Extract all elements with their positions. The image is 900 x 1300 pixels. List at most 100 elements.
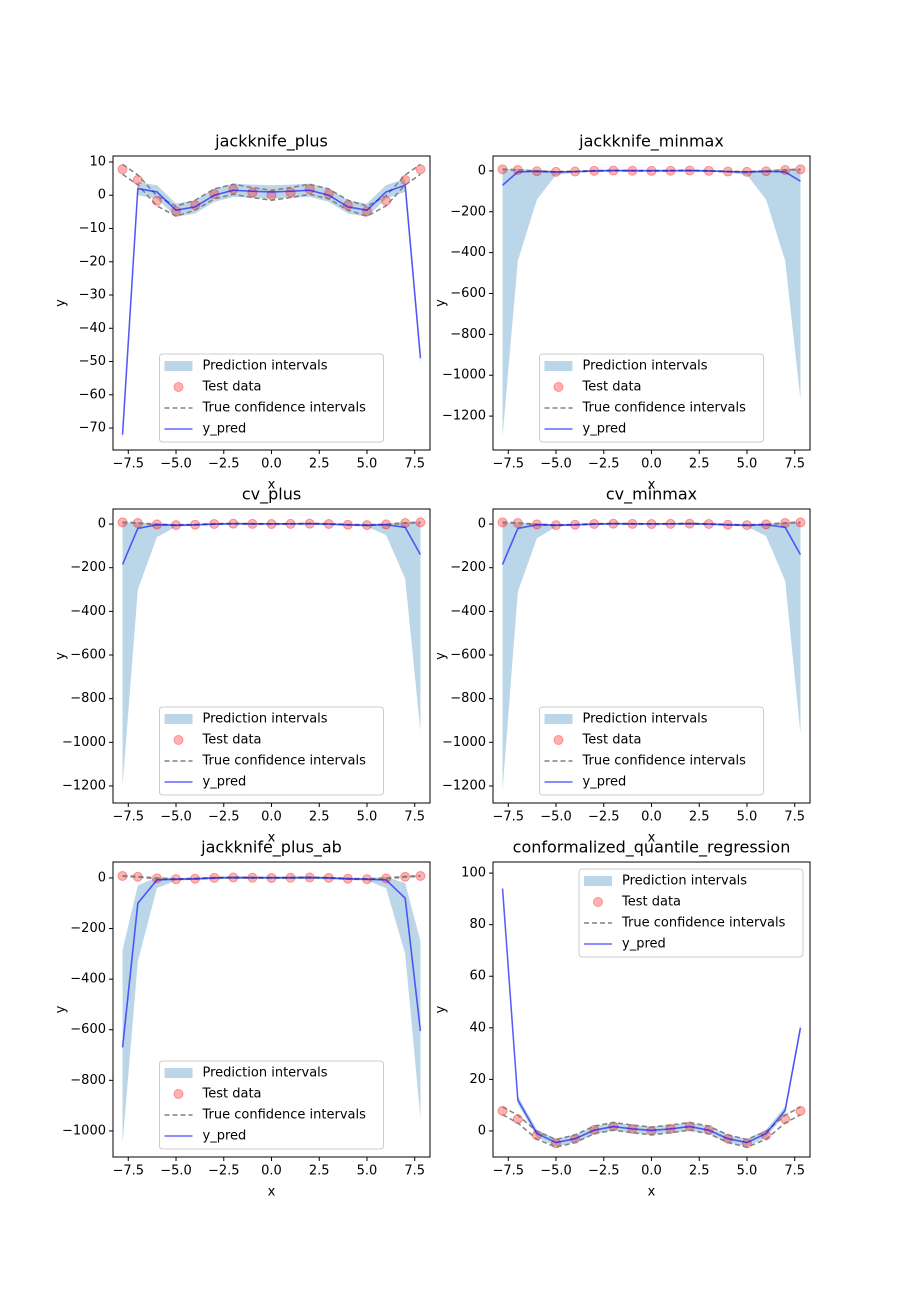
legend: Prediction intervals Test data True confid…: [539, 706, 764, 796]
x-tick-label: −5.0: [540, 1164, 572, 1179]
y-tick-label: −40: [79, 321, 106, 336]
y-axis-label: y: [434, 652, 449, 660]
legend-swatch: [173, 1089, 184, 1099]
legend-label: y_pred: [203, 775, 247, 790]
y-tick-label: −1200: [442, 778, 486, 793]
y-tick-label: 60: [469, 969, 486, 984]
chart-title: jackknife_plus_ab: [200, 838, 342, 858]
x-axis-label: x: [268, 478, 276, 493]
y-tick-label: −600: [70, 1022, 106, 1037]
x-tick-label: 5.0: [737, 810, 758, 825]
y-tick-label: −400: [70, 604, 106, 619]
x-tick-label: 0.0: [261, 810, 282, 825]
legend-swatch: [164, 714, 193, 724]
y-tick-label: −600: [450, 648, 486, 663]
subplot: −7.5 −5.0 −2.5 0.0 2.5 5.0 7.5 0 −200 −400 −600 −80…: [434, 132, 811, 493]
x-tick-label: −5.0: [160, 1164, 192, 1179]
x-tick-label: −2.5: [208, 810, 240, 825]
legend-box: [159, 353, 384, 443]
prediction-line: [501, 522, 802, 565]
x-tick-label: −2.5: [588, 1164, 620, 1179]
legend-box: [539, 353, 764, 443]
chart-title: conformalized_quantile_regression: [513, 838, 791, 858]
y-tick-label: 40: [469, 1020, 486, 1035]
legend-label: Prediction intervals: [583, 712, 708, 727]
y-tick-label: 20: [469, 1072, 486, 1087]
y-tick-label: −800: [70, 1073, 106, 1088]
plot-area: [117, 870, 426, 1144]
prediction-line: [121, 522, 422, 565]
y-axis-label: y: [54, 652, 69, 660]
x-tick-label: 5.0: [737, 457, 758, 472]
true-ci-line: [502, 1106, 801, 1141]
legend-swatch: [544, 714, 573, 724]
y-tick-label: −400: [70, 972, 106, 987]
y-tick-label: 100: [461, 866, 486, 881]
y-tick-label: 0: [478, 517, 486, 532]
test-point: [381, 195, 392, 206]
test-point: [415, 164, 426, 175]
y-tick-label: 0: [98, 517, 106, 532]
x-tick-label: 2.5: [689, 810, 710, 825]
chart-title: cv_plus: [242, 485, 301, 505]
x-tick-label: −7.5: [112, 810, 144, 825]
y-tick-label: −200: [450, 560, 486, 575]
x-tick-label: −2.5: [208, 1164, 240, 1179]
y-tick-label: −800: [450, 327, 486, 342]
legend-label: Test data: [582, 733, 642, 748]
legend-swatch: [164, 361, 193, 371]
y-tick-label: −1200: [442, 409, 486, 424]
y-tick-label: −400: [450, 245, 486, 260]
legend: Prediction intervals Test data True confid…: [159, 706, 384, 796]
chart-title: jackknife_minmax: [578, 132, 724, 152]
x-tick-label: 7.5: [404, 810, 425, 825]
plot-area: [117, 517, 426, 786]
x-tick-label: 7.5: [404, 457, 425, 472]
legend: Prediction intervals Test data True confid…: [159, 353, 384, 443]
x-tick-label: −5.0: [540, 810, 572, 825]
x-tick-label: 7.5: [784, 1164, 805, 1179]
x-tick-label: −2.5: [208, 457, 240, 472]
legend-label: Test data: [621, 895, 681, 910]
legend-label: y_pred: [583, 422, 627, 437]
legend-label: Prediction intervals: [203, 1066, 328, 1081]
x-tick-label: −2.5: [588, 457, 620, 472]
legend-label: y_pred: [203, 1129, 247, 1144]
test-point: [132, 174, 143, 185]
test-point: [304, 184, 315, 195]
y-tick-label: −30: [79, 288, 106, 303]
y-axis-label: y: [434, 299, 449, 307]
legend-box: [159, 1060, 384, 1150]
x-tick-label: 7.5: [784, 810, 805, 825]
x-tick-label: −7.5: [112, 1164, 144, 1179]
chart-title: cv_minmax: [606, 485, 697, 505]
legend-label: Prediction intervals: [583, 359, 708, 374]
x-tick-label: −7.5: [112, 457, 144, 472]
true-ci-line: [122, 173, 421, 218]
legend-label: True confidence intervals: [202, 754, 367, 769]
prediction-band: [502, 168, 801, 437]
y-tick-label: −70: [79, 421, 106, 436]
y-tick-label: 80: [469, 917, 486, 932]
x-tick-label: −7.5: [492, 1164, 524, 1179]
legend-label: Test data: [202, 733, 262, 748]
y-axis-label: y: [434, 1005, 449, 1013]
y-tick-label: 0: [478, 1123, 486, 1138]
prediction-line: [121, 876, 422, 1048]
x-tick-label: −7.5: [492, 810, 524, 825]
legend-box: [578, 868, 804, 958]
legend: Prediction intervals Test data True confid…: [539, 353, 764, 443]
y-tick-label: −200: [70, 921, 106, 936]
legend-swatch: [553, 382, 564, 392]
y-tick-label: −10: [79, 221, 106, 236]
x-tick-label: −7.5: [492, 457, 524, 472]
legend-swatch: [544, 361, 573, 371]
legend-label: True confidence intervals: [621, 916, 786, 931]
legend-label: Prediction intervals: [203, 359, 328, 374]
y-tick-label: 0: [478, 163, 486, 178]
legend-label: True confidence intervals: [202, 1108, 367, 1123]
plot-area: [117, 163, 426, 442]
x-tick-label: 0.0: [641, 810, 662, 825]
legend: Prediction intervals Test data True confid…: [159, 1060, 384, 1150]
